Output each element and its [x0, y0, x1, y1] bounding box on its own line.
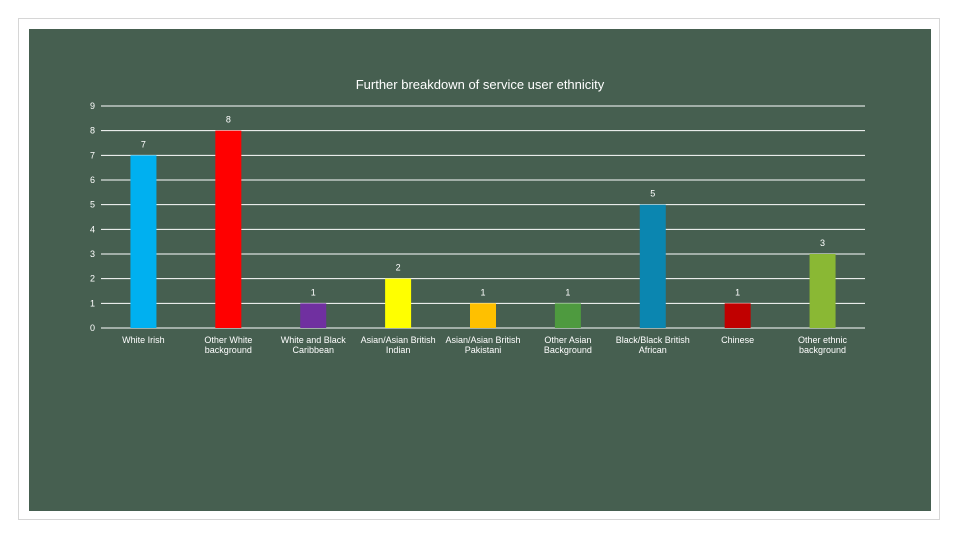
data-label-6: 5 [650, 189, 655, 199]
y-tick-label-3: 3 [90, 249, 95, 259]
data-label-7: 1 [735, 287, 740, 297]
y-tick-label-8: 8 [90, 126, 95, 136]
bar-8 [809, 254, 836, 328]
x-axis-category-labels: White Irish Other White background White an… [122, 335, 847, 355]
bar-7 [724, 303, 751, 328]
bar-4 [470, 303, 496, 328]
bar-chart: Further breakdown of service user ethnic… [90, 77, 865, 355]
y-tick-label-6: 6 [90, 175, 95, 185]
bar-3 [385, 278, 412, 328]
x-category-label-2: White and Black Caribbean [281, 335, 347, 355]
x-category-label-4: Asian/Asian British Pakistani [445, 335, 520, 355]
y-tick-label-0: 0 [90, 323, 95, 333]
bar-2 [300, 303, 327, 328]
data-labels: 7 8 1 2 1 1 5 1 3 [141, 115, 825, 298]
data-label-0: 7 [141, 139, 146, 149]
data-label-5: 1 [565, 287, 570, 297]
data-label-3: 2 [396, 263, 401, 273]
x-category-label-1: Other White background [204, 335, 252, 355]
bar-5 [554, 303, 581, 328]
y-tick-label-5: 5 [90, 200, 95, 210]
x-category-label-6: Black/Black British African [616, 335, 690, 355]
x-category-label-0: White Irish [122, 335, 165, 345]
data-label-2: 1 [311, 287, 316, 297]
bar-1 [215, 130, 242, 328]
y-tick-label-7: 7 [90, 150, 95, 160]
y-tick-label-2: 2 [90, 274, 95, 284]
chart-title: Further breakdown of service user ethnic… [356, 77, 605, 92]
x-category-label-3: Asian/Asian British Indian [361, 335, 436, 355]
y-tick-label-4: 4 [90, 224, 95, 234]
x-category-label-5: Other Asian Background [544, 335, 592, 355]
y-tick-label-1: 1 [90, 298, 95, 308]
slide-frame [18, 18, 940, 520]
data-label-1: 8 [226, 115, 231, 125]
x-category-label-8: Other ethnic background [798, 335, 848, 355]
x-category-label-7: Chinese [721, 335, 754, 345]
data-label-8: 3 [820, 238, 825, 248]
y-tick-label-9: 9 [90, 101, 95, 111]
bar-6 [639, 204, 666, 328]
bar-0 [130, 155, 157, 328]
chart-panel: Further breakdown of service user ethnic… [29, 29, 931, 511]
bars [130, 130, 836, 328]
y-axis-tick-labels: 0 1 2 3 4 5 6 7 8 9 [90, 101, 95, 333]
data-label-4: 1 [480, 287, 485, 297]
